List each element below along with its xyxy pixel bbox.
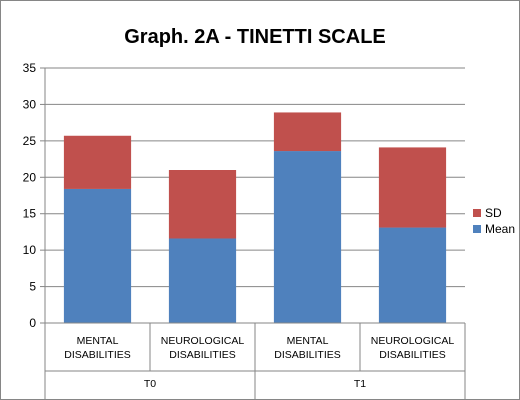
y-tick-label: 20 — [23, 170, 37, 184]
y-tick-label: 0 — [29, 316, 36, 330]
bar-sd — [168, 170, 237, 239]
bar-sd — [63, 135, 132, 189]
axes — [40, 67, 466, 400]
y-tick-label: 25 — [23, 134, 37, 148]
bar-mean — [63, 188, 132, 323]
category-labels: MENTAL DISABILITIES NEUROLOGICAL DISABILITI… — [64, 335, 454, 390]
y-tick-label: 30 — [23, 97, 37, 111]
bar-mean — [168, 238, 237, 323]
bar-mean — [273, 151, 342, 323]
legend-label: SD — [485, 206, 502, 220]
x-category-label: MENTAL — [77, 335, 119, 347]
y-tick-label: 15 — [23, 207, 37, 221]
y-axis-ticks: 0 5 10 15 20 25 30 35 — [23, 61, 37, 330]
x-category-label: DISABILITIES — [379, 349, 446, 361]
x-category-label: MENTAL — [287, 335, 329, 347]
chart-title: Graph. 2A - TINETTI SCALE — [124, 26, 386, 48]
x-category-label: NEUROLOGICAL — [371, 335, 455, 347]
y-tick-label: 35 — [23, 61, 37, 75]
x-group-label: T1 — [354, 378, 366, 390]
legend: SD Mean — [473, 206, 515, 236]
legend-swatch — [473, 225, 481, 233]
bar-mean — [378, 227, 447, 323]
legend-label: Mean — [485, 222, 515, 236]
bars — [63, 112, 447, 323]
legend-swatch — [473, 209, 481, 217]
x-category-label: DISABILITIES — [274, 349, 341, 361]
x-group-label: T0 — [144, 378, 156, 390]
y-tick-label: 10 — [23, 243, 37, 257]
bar-sd — [378, 147, 447, 228]
x-category-label: DISABILITIES — [169, 349, 236, 361]
x-category-label: DISABILITIES — [64, 349, 131, 361]
y-tick-label: 5 — [29, 280, 36, 294]
x-category-label: NEUROLOGICAL — [161, 335, 245, 347]
bar-sd — [273, 112, 342, 152]
